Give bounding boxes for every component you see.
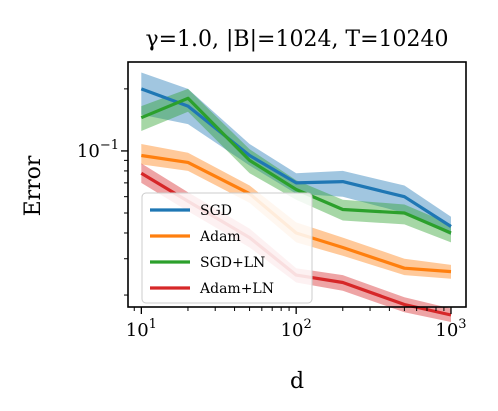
y-axis-ticks: 10−1 — [77, 88, 128, 296]
x-tick-label: 103 — [435, 317, 466, 341]
y-axis-label: Error — [21, 155, 46, 216]
series-line-sgd — [140, 87, 452, 228]
x-tick-label: 101 — [126, 317, 157, 341]
legend-box — [141, 192, 313, 304]
series-line-sgd-ln — [140, 96, 452, 235]
band-adam-ln — [141, 163, 452, 322]
legend: SGD Adam SGD+LN Adam+LN — [141, 192, 313, 304]
legend-label-adam-ln: Adam+LN — [199, 281, 274, 297]
legend-label-adam: Adam — [199, 229, 241, 245]
band-sgd — [141, 72, 452, 236]
plot-frame — [127, 61, 467, 308]
legend-label-sgd-ln: SGD+LN — [200, 255, 265, 271]
chart-title: γ=1.0, |B|=1024, T=10240 — [145, 27, 448, 52]
x-axis-label: d — [290, 369, 304, 394]
x-tick-label: 102 — [281, 317, 312, 341]
y-tick-label: 10−1 — [77, 138, 119, 162]
x-axis-ticks: 101 102 103 — [126, 307, 467, 341]
legend-label-sgd: SGD — [200, 203, 232, 219]
